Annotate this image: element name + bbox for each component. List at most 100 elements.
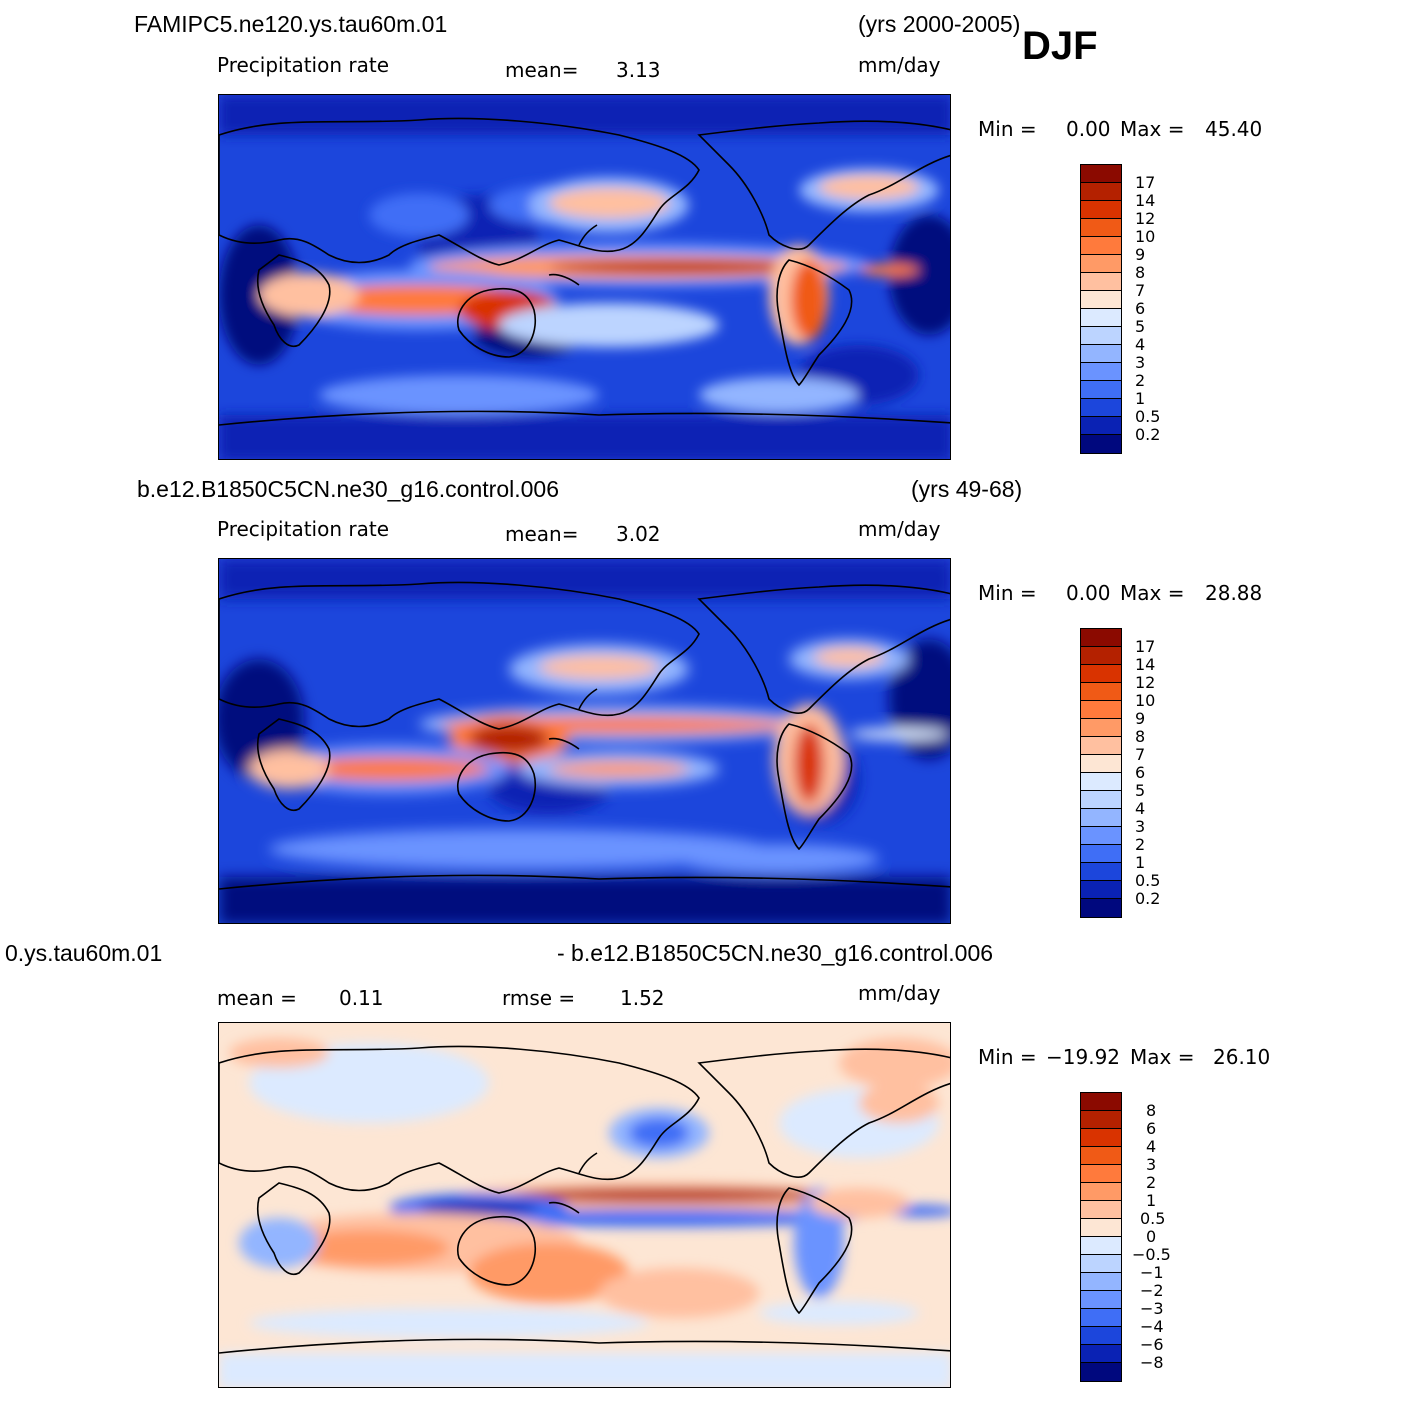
colorbar-segment <box>1081 1111 1121 1129</box>
colorbar-segment <box>1081 1165 1121 1183</box>
colorbar-segment <box>1081 165 1121 183</box>
colorbar-label: 14 <box>1135 191 1156 210</box>
colorbar-segment <box>1081 309 1121 327</box>
colorbar-label: 4 <box>1135 335 1146 354</box>
colorbar-label: 0 <box>1146 1227 1157 1246</box>
panel3-max-value: 26.10 <box>1213 1045 1271 1069</box>
panel3-mean-value: 0.11 <box>339 986 384 1010</box>
panel3-mean-label: mean = <box>217 986 297 1010</box>
colorbar-segment <box>1081 791 1121 809</box>
colorbar-segment <box>1081 845 1121 863</box>
colorbar-segment <box>1081 863 1121 881</box>
colorbar-label: 0.5 <box>1140 1209 1166 1228</box>
colorbar-label: 4 <box>1146 1137 1157 1156</box>
colorbar-segment <box>1081 665 1121 683</box>
colorbar-label: 8 <box>1135 263 1146 282</box>
colorbar-label: 9 <box>1135 245 1146 264</box>
colorbar-segment <box>1081 417 1121 435</box>
panel2-max-value: 28.88 <box>1205 581 1263 605</box>
colorbar-segment <box>1081 719 1121 737</box>
colorbar-segment <box>1081 327 1121 345</box>
panel1-colorbar-labels: 17 14 12 10 9 8 7 6 5 4 3 2 1 0.5 0.2 <box>1135 174 1160 444</box>
colorbar-segment <box>1081 647 1121 665</box>
colorbar-label: 3 <box>1135 817 1146 836</box>
colorbar-label: −0.5 <box>1132 1245 1171 1264</box>
panel2-mean-label: mean= <box>505 522 579 546</box>
colorbar-segment <box>1081 363 1121 381</box>
panel1-mean-label: mean= <box>505 58 579 82</box>
panel2-colorbar <box>1080 628 1122 918</box>
colorbar-label: 7 <box>1135 745 1146 764</box>
panel2-min-value: 0.00 <box>1066 581 1111 605</box>
colorbar-segment <box>1081 1183 1121 1201</box>
panel2-colorbar-labels: 17 14 12 10 9 8 7 6 5 4 3 2 1 0.5 0.2 <box>1135 638 1160 908</box>
panel2-min-label: Min = <box>978 581 1037 605</box>
colorbar-label: 14 <box>1135 655 1156 674</box>
colorbar-segment <box>1081 291 1121 309</box>
colorbar-label: 8 <box>1135 727 1146 746</box>
colorbar-label: −8 <box>1140 1353 1164 1372</box>
panel2-max-label: Max = <box>1120 581 1185 605</box>
colorbar-label: 0.2 <box>1135 425 1161 444</box>
panel1-years: (yrs 2000-2005) <box>858 11 1021 37</box>
colorbar-segment <box>1081 827 1121 845</box>
panel3-colorbar-labels: 8 6 4 3 2 1 0.5 0 −0.5 −1 −2 −3 −4 −6 −8 <box>1132 1102 1171 1372</box>
colorbar-label: 5 <box>1135 317 1146 336</box>
panel1-case-title: FAMIPC5.ne120.ys.tau60m.01 <box>134 11 448 37</box>
colorbar-label: 6 <box>1146 1119 1157 1138</box>
panel3-case-left: 0.ys.tau60m.01 <box>5 940 163 966</box>
panel2-years: (yrs 49-68) <box>911 476 1023 502</box>
colorbar-label: 6 <box>1135 763 1146 782</box>
colorbar-label: 2 <box>1135 835 1146 854</box>
panel2-coastlines <box>219 581 950 890</box>
colorbar-segment <box>1081 1219 1121 1237</box>
panel3-colorbar <box>1080 1092 1122 1382</box>
colorbar-segment <box>1081 1129 1121 1147</box>
colorbar-label: −6 <box>1140 1335 1164 1354</box>
panel2-map <box>218 558 951 924</box>
panel1-max-value: 45.40 <box>1205 117 1263 141</box>
colorbar-segment <box>1081 1201 1121 1219</box>
season-label: DJF <box>1022 24 1098 68</box>
colorbar-label: 7 <box>1135 281 1146 300</box>
colorbar-label: 17 <box>1135 173 1156 192</box>
colorbar-segment <box>1081 1345 1121 1363</box>
panel2-units: mm/day <box>858 517 941 541</box>
colorbar-label: 12 <box>1135 673 1156 692</box>
panel1-mean-value: 3.13 <box>616 58 661 82</box>
colorbar-label: −4 <box>1140 1317 1164 1336</box>
colorbar-segment <box>1081 1255 1121 1273</box>
colorbar-segment <box>1081 237 1121 255</box>
panel3-case-right: - b.e12.B1850C5CN.ne30_g16.control.006 <box>557 940 994 966</box>
colorbar-label: 1 <box>1135 853 1146 872</box>
colorbar-segment <box>1081 399 1121 417</box>
panel3-min-label: Min = <box>978 1045 1037 1069</box>
panel3-max-label: Max = <box>1130 1045 1195 1069</box>
colorbar-segment <box>1081 381 1121 399</box>
colorbar-label: 3 <box>1135 353 1146 372</box>
panel1-max-label: Max = <box>1120 117 1185 141</box>
panel3-min-value: −19.92 <box>1046 1045 1121 1069</box>
panel3-units: mm/day <box>858 981 941 1005</box>
panel1-map <box>218 94 951 460</box>
panel1-colorbar <box>1080 164 1122 454</box>
colorbar-segment <box>1081 1273 1121 1291</box>
colorbar-segment <box>1081 1363 1121 1381</box>
colorbar-label: 1 <box>1135 389 1146 408</box>
panel1-min-label: Min = <box>978 117 1037 141</box>
colorbar-label: 3 <box>1146 1155 1157 1174</box>
colorbar-label: 2 <box>1146 1173 1157 1192</box>
colorbar-label: 17 <box>1135 637 1156 656</box>
colorbar-segment <box>1081 629 1121 647</box>
colorbar-label: 8 <box>1146 1101 1157 1120</box>
colorbar-label: 0.5 <box>1135 871 1161 890</box>
panel1-coastlines <box>219 117 950 426</box>
colorbar-label: 5 <box>1135 781 1146 800</box>
colorbar-segment <box>1081 899 1121 917</box>
colorbar-label: 9 <box>1135 709 1146 728</box>
colorbar-label: 12 <box>1135 209 1156 228</box>
colorbar-segment <box>1081 435 1121 453</box>
panel1-min-value: 0.00 <box>1066 117 1111 141</box>
panel2-variable: Precipitation rate <box>217 517 389 541</box>
colorbar-segment <box>1081 1309 1121 1327</box>
